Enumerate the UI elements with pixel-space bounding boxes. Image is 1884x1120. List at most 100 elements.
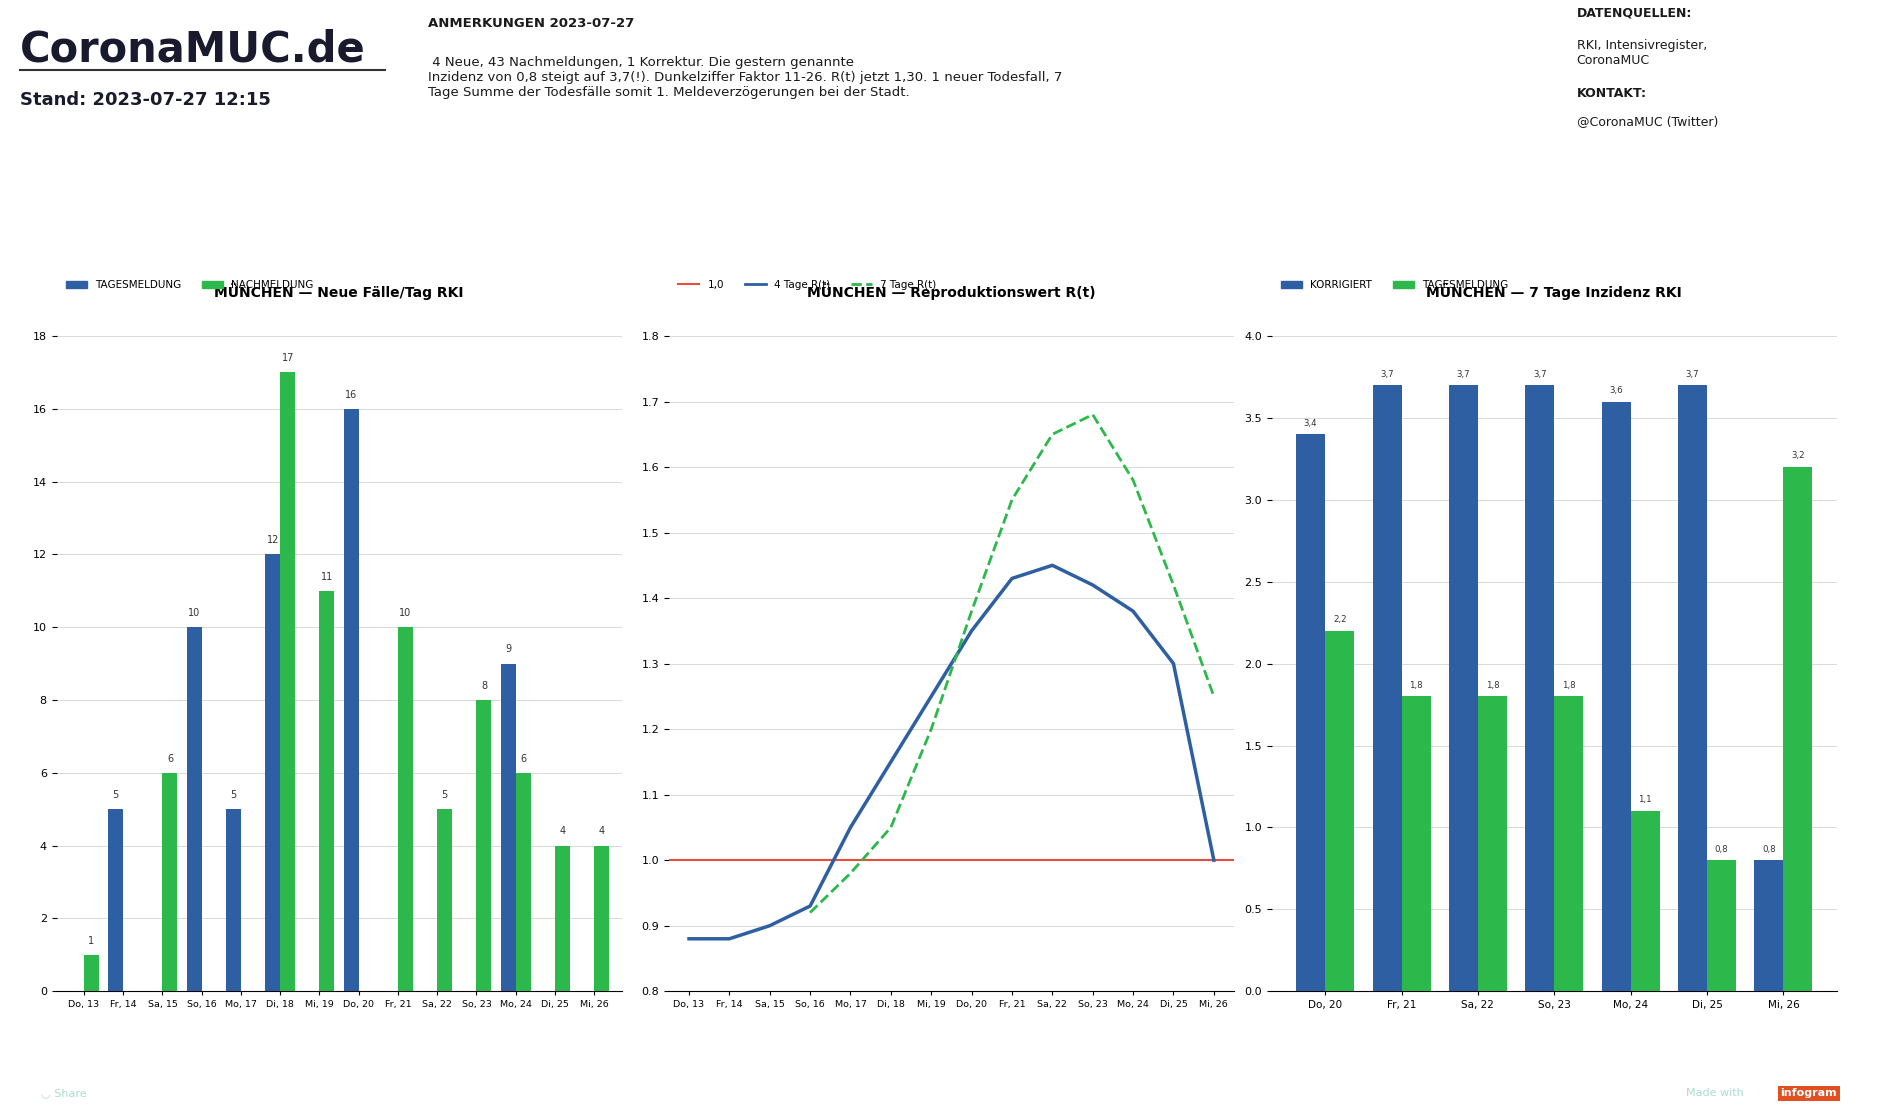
Bar	[1707, 860, 1735, 991]
Text: ◡ Share: ◡ Share	[41, 1089, 87, 1099]
Text: Quelle: CoronaMUC: Quelle: CoronaMUC	[1370, 260, 1456, 269]
Bar	[437, 809, 452, 991]
Text: 4: 4	[599, 827, 605, 837]
Bar	[162, 773, 177, 991]
Text: 2: 2	[705, 192, 729, 225]
Text: 0,8: 0,8	[1762, 844, 1777, 853]
Text: 12: 12	[268, 535, 279, 545]
Text: 10: 10	[399, 608, 411, 618]
Bar	[1754, 860, 1784, 991]
Text: 5: 5	[441, 790, 448, 800]
Bar	[1324, 631, 1355, 991]
Text: Di–Sa.*: Di–Sa.*	[454, 286, 488, 295]
Text: 4: 4	[560, 827, 565, 837]
Text: RKI, Intensivregister,
CoronaMUC: RKI, Intensivregister, CoronaMUC	[1577, 39, 1707, 67]
Bar	[1373, 385, 1402, 991]
Bar	[1679, 385, 1707, 991]
Text: IFR/KH basiert: IFR/KH basiert	[1066, 260, 1130, 269]
Text: DATENQUELLEN:: DATENQUELLEN:	[1577, 7, 1692, 20]
Text: VERÄNDERUNG: VERÄNDERUNG	[812, 259, 882, 268]
Bar	[398, 627, 413, 991]
Text: Gesamt: 721.770: Gesamt: 721.770	[119, 260, 196, 269]
Text: -1: -1	[827, 192, 867, 225]
Text: +1: +1	[443, 195, 499, 228]
Bar	[1296, 435, 1324, 991]
Bar	[266, 554, 281, 991]
Text: TODESFÄLLE: TODESFÄLLE	[433, 157, 509, 167]
Bar	[281, 373, 296, 991]
Text: Di–Sa.*: Di–Sa.*	[141, 286, 173, 295]
Text: Made with: Made with	[1686, 1089, 1745, 1099]
Legend: TAGESMELDUNG, NACHMELDUNG: TAGESMELDUNG, NACHMELDUNG	[62, 276, 318, 295]
Text: INTENSIVBETTENBELEGUNG: INTENSIVBETTENBELEGUNG	[703, 157, 867, 167]
Text: Täglich: Täglich	[1083, 286, 1115, 295]
Text: 11: 11	[320, 571, 333, 581]
Text: 1,8: 1,8	[1562, 681, 1575, 690]
Title: MÜNCHEN — Reproduktionswert R(t): MÜNCHEN — Reproduktionswert R(t)	[806, 283, 1096, 300]
Bar	[593, 846, 609, 991]
Bar	[107, 809, 122, 991]
Text: BESTÄTIGTE FÄLLE: BESTÄTIGTE FÄLLE	[104, 157, 211, 167]
Legend: KORRIGIERT, TAGESMELDUNG: KORRIGIERT, TAGESMELDUNG	[1277, 276, 1513, 295]
Bar	[1784, 467, 1812, 991]
Text: 1,1: 1,1	[1639, 795, 1652, 804]
Text: 1,30 ▼: 1,30 ▼	[1353, 195, 1473, 228]
Text: INZIDENZ RKI: INZIDENZ RKI	[1688, 157, 1767, 167]
Text: Gesamt: 2.649: Gesamt: 2.649	[437, 260, 505, 269]
Text: 2,2: 2,2	[1332, 615, 1347, 624]
Title: MÜNCHEN — Neue Fälle/Tag RKI: MÜNCHEN — Neue Fälle/Tag RKI	[215, 283, 463, 300]
Text: 10: 10	[188, 608, 200, 618]
Bar	[1526, 385, 1554, 991]
Text: 3,2: 3,2	[1792, 451, 1805, 460]
Text: Täglich: Täglich	[769, 286, 801, 295]
Text: 5: 5	[230, 790, 237, 800]
Text: Stand: 2023-07-27 12:15: Stand: 2023-07-27 12:15	[21, 91, 271, 109]
Text: Di–Sa.*: Di–Sa.*	[1711, 260, 1743, 269]
Text: 3,7: 3,7	[1686, 370, 1699, 379]
Text: 3,2: 3,2	[1696, 195, 1760, 228]
Text: 3,6: 3,6	[1609, 386, 1622, 395]
Text: ANMERKUNGEN 2023-07-27: ANMERKUNGEN 2023-07-27	[428, 17, 635, 30]
Bar	[1554, 697, 1583, 991]
Text: 8: 8	[480, 681, 488, 691]
Text: CoronaMUC.de: CoronaMUC.de	[21, 28, 365, 69]
Text: infogram: infogram	[1780, 1089, 1837, 1099]
Text: 6: 6	[520, 754, 526, 764]
Text: 3,7: 3,7	[1456, 370, 1470, 379]
Text: 5: 5	[113, 790, 119, 800]
Text: 16: 16	[345, 390, 358, 400]
Text: * RKI Zahlen zu Inzidenz, Fallzahlen, Nachmeldungen und Todesfällen: Dienstag bi: * RKI Zahlen zu Inzidenz, Fallzahlen, Na…	[418, 1043, 1466, 1057]
Title: MÜNCHEN — 7 Tage Inzidenz RKI: MÜNCHEN — 7 Tage Inzidenz RKI	[1426, 283, 1682, 300]
Bar	[501, 663, 516, 991]
Bar	[1601, 402, 1632, 991]
Text: 0,8: 0,8	[1714, 844, 1728, 853]
Text: 6: 6	[168, 754, 173, 764]
Text: KONTAKT:: KONTAKT:	[1577, 87, 1647, 100]
Text: MÜNCHEN: MÜNCHEN	[693, 259, 740, 268]
Bar	[1402, 697, 1430, 991]
Bar	[1477, 697, 1507, 991]
Bar	[187, 627, 202, 991]
Bar	[556, 846, 571, 991]
Bar	[1632, 811, 1660, 991]
Text: 3,4: 3,4	[1304, 419, 1317, 428]
Text: 1: 1	[89, 935, 94, 945]
Bar	[477, 700, 492, 991]
Text: 9: 9	[505, 644, 511, 654]
Text: 1,8: 1,8	[1409, 681, 1422, 690]
Text: REPRODUKTIONSWERT: REPRODUKTIONSWERT	[1345, 157, 1481, 167]
Text: 3,7: 3,7	[1534, 370, 1547, 379]
Text: 17: 17	[281, 353, 294, 363]
Text: DUNKELZIFFER FAKTOR: DUNKELZIFFER FAKTOR	[1031, 157, 1168, 167]
Bar	[343, 409, 358, 991]
Legend: 1,0, 4 Tage R(t), 7 Tage R(t): 1,0, 4 Tage R(t), 7 Tage R(t)	[674, 276, 940, 295]
Bar	[85, 954, 98, 991]
Bar	[320, 591, 335, 991]
Text: Täglich: Täglich	[1398, 286, 1428, 295]
Bar	[1449, 385, 1477, 991]
Bar	[226, 809, 241, 991]
Bar	[516, 773, 531, 991]
Text: 3,7: 3,7	[1381, 370, 1394, 379]
Text: 1,8: 1,8	[1486, 681, 1500, 690]
Text: @CoronaMUC (Twitter): @CoronaMUC (Twitter)	[1577, 115, 1718, 128]
